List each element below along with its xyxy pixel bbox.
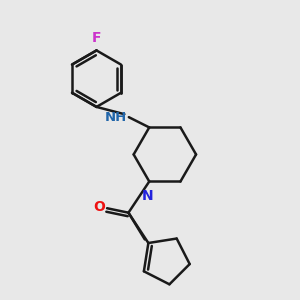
Text: NH: NH (104, 111, 127, 124)
Text: N: N (142, 189, 154, 203)
Text: F: F (92, 31, 101, 45)
Text: O: O (93, 200, 105, 214)
